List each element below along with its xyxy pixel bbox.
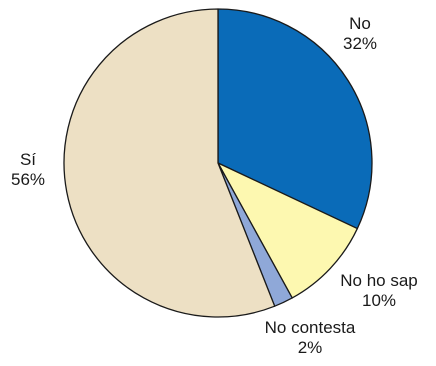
slice-name-no-contesta: No contesta bbox=[264, 318, 356, 337]
slice-label-si: Sí 56% bbox=[6, 150, 50, 190]
slice-value-si: 56% bbox=[10, 170, 46, 189]
slice-value-no-ho-sap: 10% bbox=[361, 291, 397, 310]
slice-name-no: No bbox=[349, 14, 371, 33]
pie-slice-si bbox=[63, 8, 276, 318]
slice-value-no-contesta: 2% bbox=[297, 338, 323, 357]
slice-value-no: 32% bbox=[342, 34, 378, 53]
pie-slice-nohosap bbox=[217, 162, 358, 299]
pie-slice-no bbox=[217, 8, 373, 230]
slice-label-no-ho-sap: No ho sap 10% bbox=[336, 271, 422, 311]
slice-name-si: Sí bbox=[19, 150, 37, 169]
slice-name-no-ho-sap: No ho sap bbox=[340, 271, 418, 290]
slice-label-no: No 32% bbox=[336, 14, 384, 54]
slice-label-no-contesta: No contesta 2% bbox=[255, 318, 365, 358]
